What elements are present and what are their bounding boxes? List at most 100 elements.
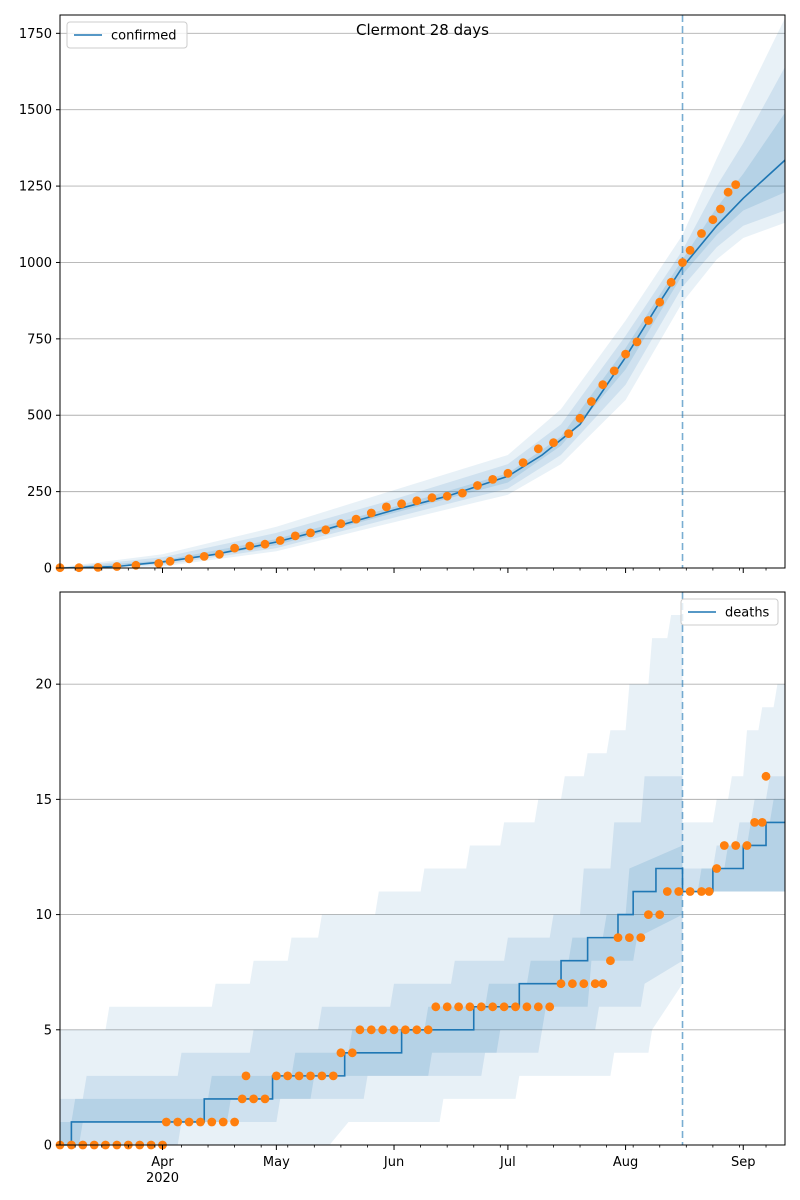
uncertainty-band (60, 776, 785, 1145)
observed-point (294, 1071, 304, 1081)
observed-point (328, 1071, 338, 1081)
observed-point (283, 1071, 293, 1081)
observed-point (241, 1071, 251, 1081)
observed-point (196, 1117, 205, 1127)
observed-point (716, 204, 725, 214)
observed-point (249, 1094, 258, 1104)
observed-point (207, 1117, 217, 1127)
observed-point (666, 277, 676, 287)
observed-point (644, 316, 653, 325)
observed-point (533, 1002, 543, 1012)
x-tick-label: Jul (499, 1155, 516, 1170)
y-tick-label: 1000 (19, 256, 52, 271)
axes-frame (59, 591, 786, 1146)
observed-point (568, 979, 577, 989)
legend-label: confirmed (111, 29, 177, 44)
x-tick-label: Aug (613, 1155, 638, 1170)
observed-point (712, 864, 722, 873)
y-tick-label: 0 (44, 1139, 52, 1154)
y-tick-label: 10 (35, 908, 52, 923)
observed-point (678, 258, 687, 267)
observed-point (708, 215, 718, 225)
axes-frame (59, 14, 786, 569)
observed-point (366, 1025, 376, 1035)
observed-point (317, 1071, 327, 1081)
observed-point (458, 488, 467, 498)
observed-point (230, 1117, 240, 1127)
y-tick-label: 5 (44, 1023, 52, 1038)
observed-point (575, 413, 585, 423)
observed-point (644, 910, 653, 919)
observed-point (382, 502, 391, 512)
observed-point (545, 1002, 555, 1012)
observed-point (473, 481, 482, 490)
observed-point (465, 1002, 475, 1012)
observed-point (427, 493, 437, 503)
observed-point (621, 349, 630, 359)
y-tick-label: 0 (44, 562, 52, 577)
observed-point (184, 1117, 194, 1127)
observed-point (245, 541, 255, 551)
observed-point (161, 1117, 171, 1127)
observed-point (230, 543, 240, 553)
observed-point (336, 519, 346, 529)
observed-point (355, 1025, 365, 1035)
legend-box (66, 21, 188, 49)
observed-point (742, 841, 752, 850)
y-tick-label: 20 (35, 678, 52, 693)
observed-point (378, 1025, 387, 1035)
y-tick-label: 15 (35, 793, 52, 808)
observed-point (533, 444, 543, 454)
observed-point (655, 297, 665, 307)
observed-point (731, 841, 741, 850)
observed-point (511, 1002, 520, 1012)
y-tick-label: 250 (27, 485, 52, 500)
observed-point (757, 818, 767, 827)
observed-point (590, 979, 600, 989)
observed-point (218, 1117, 228, 1127)
observed-point (731, 180, 741, 190)
observed-point (199, 552, 209, 561)
observed-point (685, 245, 695, 255)
observed-point (697, 229, 706, 238)
observed-point (93, 563, 103, 572)
observed-point (518, 458, 528, 467)
observed-point (442, 491, 452, 501)
observed-point (476, 1002, 486, 1012)
observed-point (260, 1094, 270, 1104)
observed-point (556, 979, 566, 989)
legend-label: deaths (725, 606, 770, 621)
observed-point (165, 556, 175, 566)
uncertainty-band (60, 66, 785, 569)
x-tick-sublabel: 2020 (146, 1171, 179, 1186)
observed-point (454, 1002, 463, 1012)
observed-point (154, 559, 164, 568)
observed-point (173, 1117, 183, 1127)
observed-point (522, 1002, 532, 1012)
observed-point (347, 1048, 357, 1058)
observed-point (549, 438, 558, 448)
observed-point (215, 549, 224, 559)
observed-point (401, 1025, 410, 1035)
y-tick-label: 1750 (19, 27, 52, 42)
observed-point (625, 933, 634, 942)
observed-point (674, 887, 684, 896)
observed-point (503, 468, 513, 478)
chart-title: Clermont 28 days (356, 21, 489, 39)
observed-point (564, 429, 573, 438)
observed-point (131, 560, 141, 570)
observed-point (750, 818, 759, 827)
observed-point (306, 528, 315, 538)
x-tick-label: Sep (731, 1155, 756, 1170)
observed-point (397, 499, 406, 509)
model-line (60, 821, 785, 1146)
observed-point (423, 1025, 433, 1035)
observed-point (587, 397, 596, 406)
observed-point (613, 933, 623, 942)
y-tick-label: 500 (27, 409, 52, 424)
uncertainty-band (60, 615, 785, 1145)
observed-point (499, 1002, 509, 1012)
x-tick-label: Jun (383, 1155, 404, 1170)
